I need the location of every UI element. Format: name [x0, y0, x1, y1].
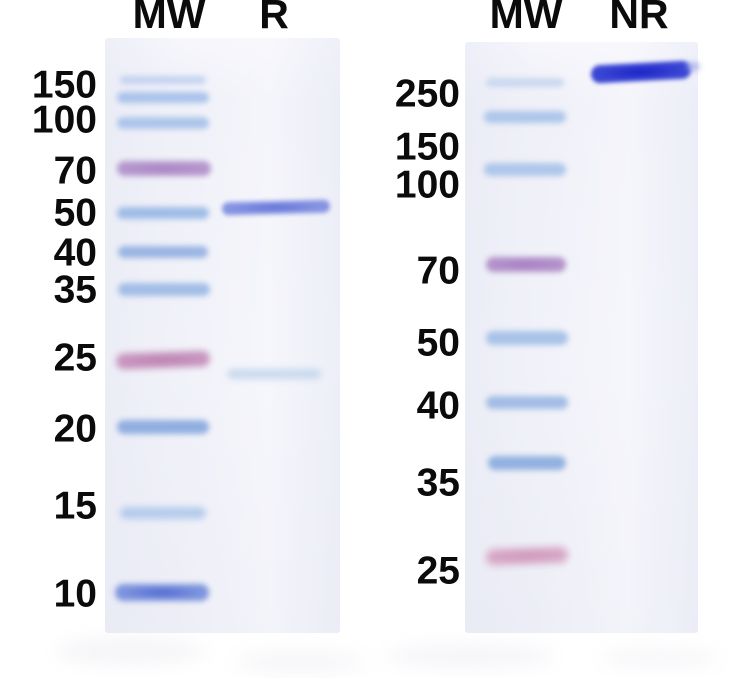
lane-label-mw-nonreduced-panel: MW	[489, 0, 563, 37]
marker-label-70kda-reduced-panel: 70	[53, 149, 97, 193]
marker-label-35kda-reduced-panel: 35	[53, 268, 97, 312]
marker-label-100kda-reduced-panel: 100	[31, 98, 97, 142]
lane-label-mw-reduced-panel: MW	[132, 0, 206, 37]
marker-label-10kda-reduced-panel: 10	[53, 572, 97, 616]
ladder-band-50kda-nonreduced-panel	[486, 331, 568, 345]
gel-image-nonreduced-panel	[465, 42, 698, 633]
ladder-band-40kda-reduced-panel	[118, 246, 208, 258]
ladder-band-15kda-reduced-panel	[120, 507, 206, 519]
background-smudge	[385, 644, 555, 668]
marker-label-50kda-reduced-panel: 50	[53, 191, 97, 235]
sample-band-r	[227, 369, 321, 379]
ladder-band-250kda-nonreduced-panel	[486, 77, 564, 87]
background-smudge	[55, 638, 205, 664]
marker-label-25kda-reduced-panel: 25	[53, 336, 97, 380]
ladder-band-reduced-panel	[120, 76, 206, 84]
marker-label-40kda-reduced-panel: 40	[53, 231, 97, 275]
marker-label-50kda-nonreduced-panel: 50	[416, 321, 460, 365]
ladder-band-100kda-nonreduced-panel	[484, 162, 566, 176]
ladder-band-35kda-nonreduced-panel	[488, 456, 566, 470]
marker-label-15kda-reduced-panel: 15	[53, 484, 97, 528]
ladder-band-20kda-reduced-panel	[117, 420, 209, 434]
background-smudge	[235, 652, 365, 672]
sample-band-nr	[686, 61, 700, 71]
ladder-band-150kda-nonreduced-panel	[484, 111, 566, 123]
ladder-band-25kda-nonreduced-panel	[485, 546, 569, 566]
background-smudge	[600, 648, 720, 668]
marker-label-100kda-nonreduced-panel: 100	[394, 163, 460, 207]
ladder-band-10kda-reduced-panel	[115, 583, 209, 601]
marker-label-70kda-nonreduced-panel: 70	[416, 249, 460, 293]
ladder-band-70kda-reduced-panel	[117, 160, 211, 176]
ladder-band-70kda-nonreduced-panel	[486, 256, 566, 272]
marker-label-20kda-reduced-panel: 20	[53, 407, 97, 451]
marker-label-150kda-nonreduced-panel: 150	[394, 125, 460, 169]
marker-label-150kda-reduced-panel: 150	[31, 63, 97, 107]
marker-label-35kda-nonreduced-panel: 35	[416, 461, 460, 505]
ladder-band-50kda-reduced-panel	[117, 207, 209, 219]
ladder-band-150kda-reduced-panel	[117, 91, 209, 103]
marker-label-40kda-nonreduced-panel: 40	[416, 384, 460, 428]
gel-image-reduced-panel	[105, 38, 340, 633]
lane-label-r-reduced-panel: R	[259, 0, 289, 37]
lane-label-nr-nonreduced-panel: NR	[609, 0, 669, 37]
ladder-band-40kda-nonreduced-panel	[486, 395, 568, 409]
ladder-band-35kda-reduced-panel	[118, 282, 210, 296]
marker-label-25kda-nonreduced-panel: 25	[416, 549, 460, 593]
marker-label-250kda-nonreduced-panel: 250	[394, 72, 460, 116]
ladder-band-100kda-reduced-panel	[117, 117, 209, 129]
